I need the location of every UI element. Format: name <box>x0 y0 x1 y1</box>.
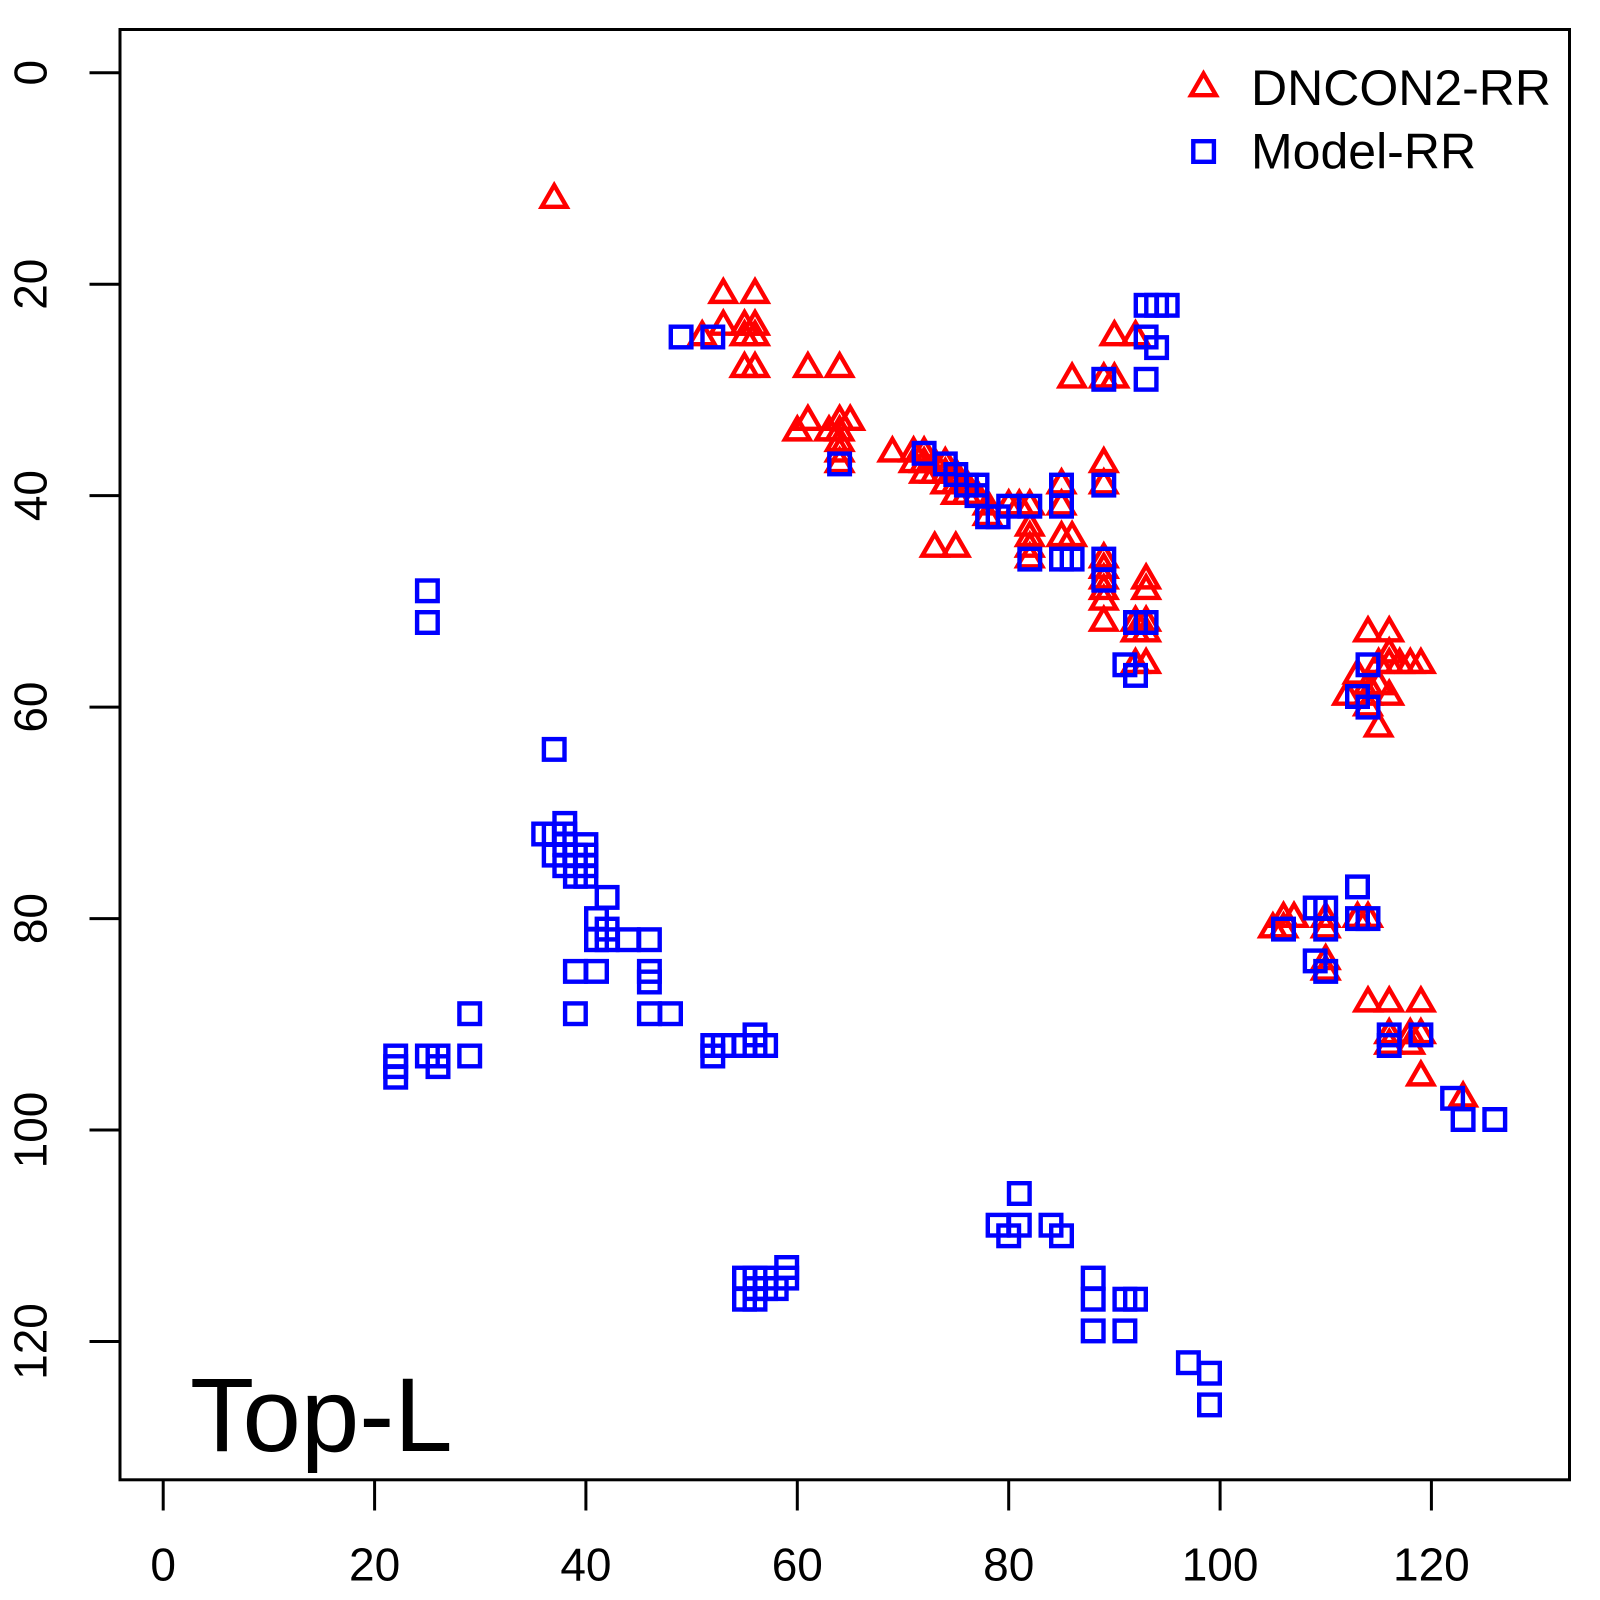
svg-text:100: 100 <box>1182 1539 1259 1591</box>
svg-text:40: 40 <box>560 1539 611 1591</box>
svg-text:0: 0 <box>5 60 57 86</box>
svg-text:80: 80 <box>983 1539 1034 1591</box>
svg-text:DNCON2-RR: DNCON2-RR <box>1251 60 1551 116</box>
svg-text:Model-RR: Model-RR <box>1251 124 1476 180</box>
svg-text:120: 120 <box>1393 1539 1470 1591</box>
svg-text:80: 80 <box>5 893 57 944</box>
svg-text:40: 40 <box>5 470 57 521</box>
svg-text:60: 60 <box>5 682 57 733</box>
svg-text:0: 0 <box>150 1539 176 1591</box>
svg-text:Top-L: Top-L <box>190 1357 453 1474</box>
svg-text:120: 120 <box>5 1303 57 1380</box>
svg-text:20: 20 <box>5 259 57 310</box>
svg-text:20: 20 <box>349 1539 400 1591</box>
svg-text:60: 60 <box>772 1539 823 1591</box>
svg-text:100: 100 <box>5 1092 57 1169</box>
